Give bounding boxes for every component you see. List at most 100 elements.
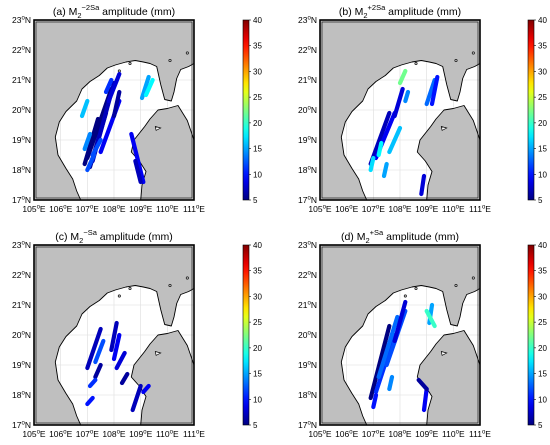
track-segment [421, 386, 429, 413]
y-tick-label: 23oN [12, 15, 31, 25]
track-segment [106, 71, 122, 104]
small-island [414, 61, 418, 65]
track-segment [114, 350, 127, 371]
land-layer [320, 20, 480, 200]
track-segment [85, 152, 97, 173]
land-layer [34, 245, 194, 425]
x-tick-label: 110oE [156, 429, 179, 439]
hainan-reservoir [440, 126, 448, 131]
panel-title: (d) M2+Sa amplitude (mm) [341, 228, 459, 245]
x-tick-label: 106oE [49, 204, 73, 214]
track-segment [85, 326, 103, 371]
colorbar-tick-label: 25 [538, 318, 547, 327]
x-tick-label: 109oE [415, 204, 439, 214]
x-tick-label: 106oE [49, 429, 73, 439]
track-segment [143, 77, 155, 98]
track-segment [103, 77, 114, 95]
y-tick-label: 18oN [298, 165, 317, 175]
colorbar-tick-label: 20 [538, 119, 547, 128]
y-tick-label: 20oN [12, 105, 31, 115]
track-segment [119, 371, 130, 386]
map-frame [33, 19, 195, 201]
track-segment [368, 323, 392, 401]
small-island [128, 286, 132, 290]
mainland-land [34, 20, 194, 200]
small-island [471, 276, 475, 280]
track-segment [429, 74, 440, 107]
land-layer [34, 20, 194, 200]
y-tick-label: 23oN [298, 15, 317, 25]
colorbar-tick-label: 30 [253, 292, 262, 301]
track-segment [397, 68, 408, 86]
colorbar-gradient [242, 244, 250, 426]
y-tick-label: 23oN [12, 240, 31, 250]
colorbar-tick-label: 5 [253, 421, 258, 430]
track-segment [90, 137, 103, 158]
x-tick-label: 105oE [308, 429, 332, 439]
y-tick-label: 17oN [12, 420, 31, 430]
hainan-reservoir [440, 351, 448, 356]
track-segment [93, 338, 106, 365]
track-segment [130, 383, 143, 413]
colorbar-tick-label: 15 [538, 370, 547, 379]
hainan-reservoir [154, 126, 162, 131]
x-tick-label: 108oE [388, 204, 412, 214]
y-tick-label: 18oN [12, 390, 31, 400]
colorbar-gradient [242, 19, 250, 201]
map-frame-inner [321, 246, 479, 424]
track-segment [93, 362, 103, 380]
hainan-reservoir [154, 351, 162, 356]
y-tick-label: 21oN [298, 300, 317, 310]
track-segment [133, 158, 143, 185]
x-tick-label: 108oE [388, 429, 412, 439]
colorbar-tick-label: 30 [538, 67, 547, 76]
colorbar-tick-label: 25 [253, 93, 262, 102]
track-segment [79, 98, 90, 119]
satellite-tracks [85, 320, 151, 413]
track-segment [141, 383, 151, 395]
map-frame-inner [321, 21, 479, 199]
y-tick-label: 22oN [12, 45, 31, 55]
panel-title: (a) M2−2Sa amplitude (mm) [53, 3, 175, 20]
x-tick-label: 107oE [362, 204, 386, 214]
colorbar-tick-label: 10 [253, 170, 262, 179]
track-segment [371, 392, 379, 410]
colorbar: 5 10 15 20 25 30 35 40 [527, 16, 547, 205]
track-segment [129, 131, 146, 185]
track-segment [403, 89, 411, 104]
track-segment [387, 125, 403, 155]
colorbar-tick-label: 15 [538, 145, 547, 154]
x-tick-label: 111oE [183, 204, 205, 214]
colorbar: 5 10 15 20 25 30 35 40 [242, 16, 262, 205]
y-tick-label: 17oN [298, 195, 317, 205]
colorbar-gradient [527, 244, 535, 426]
land-layer [320, 245, 480, 425]
colorbar: 5 10 15 20 25 30 35 40 [242, 241, 262, 430]
colorbar-tick-label: 10 [538, 170, 547, 179]
map-frame-inner [35, 246, 193, 424]
colorbar-tick-label: 20 [538, 344, 547, 353]
map-frame-inner [35, 21, 193, 199]
track-segment [376, 314, 400, 380]
x-tick-label: 107oE [362, 429, 386, 439]
x-tick-label: 106oE [335, 204, 359, 214]
small-island [168, 58, 172, 62]
y-tick-label: 17oN [12, 195, 31, 205]
y-tick-label: 21oN [298, 75, 317, 85]
track-segment [381, 161, 389, 179]
colorbar: 5 10 15 20 25 30 35 40 [527, 241, 547, 430]
colorbar-tick-label: 5 [538, 421, 543, 430]
colorbar-tick-label: 25 [253, 318, 262, 327]
x-tick-label: 107oE [76, 204, 100, 214]
y-tick-label: 21oN [12, 300, 31, 310]
track-segment [392, 86, 405, 119]
x-tick-label: 108oE [102, 429, 126, 439]
y-tick-label: 23oN [298, 240, 317, 250]
x-tick-label: 108oE [102, 204, 126, 214]
small-island [414, 286, 418, 290]
x-tick-label: 106oE [335, 429, 359, 439]
y-tick-label: 18oN [12, 165, 31, 175]
x-tick-label: 109oE [415, 429, 439, 439]
